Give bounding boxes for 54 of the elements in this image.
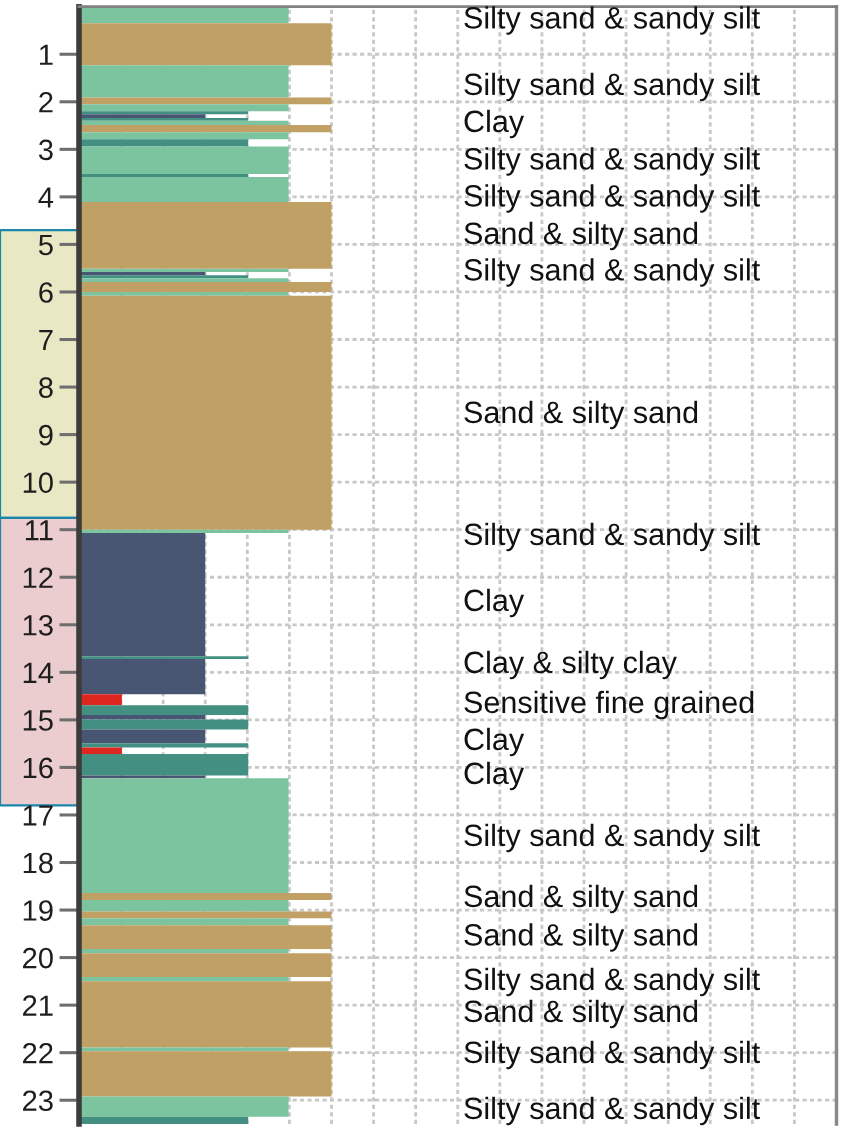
bar [79,132,289,140]
y-tick-label: 13 [23,614,53,636]
text: Sensitive fine grained [464,690,754,720]
y-tick-label: 14 [23,662,54,683]
y-tick-label: 21 [23,995,53,1016]
y-tick-label: 3 [38,139,53,161]
y-tick-label: 17 [23,805,53,826]
text: Silty sand & sandy silt [464,6,760,35]
y-tick-label: 23 [23,1090,53,1112]
text: Sand & silty sand [464,400,698,430]
bar [79,139,249,147]
text: Sand & silty sand [464,999,698,1029]
y-tick-label: 6 [39,282,53,303]
text: Silty sand & sandy silt [464,522,760,552]
text: Silty sand & sandy silt [464,1040,760,1070]
y-tick-label: 20 [23,947,53,969]
text: Clay [464,109,525,139]
y-tick-label: 15 [23,710,53,731]
text: Silty sand & sandy silt [464,147,760,176]
y-tick-label: 5 [38,234,53,256]
bar [79,892,332,901]
text: Silty sand & sandy silt [464,184,760,213]
y-tick-label: 18 [23,852,53,874]
bar [79,104,289,112]
text: Sand & silty sand [464,884,698,914]
text: Silty sand & sandy silt [464,72,760,102]
y-tick-label: 4 [38,187,54,208]
y-tick-label: 16 [23,757,53,779]
text: Silty sand & sandy silt [464,967,760,997]
text: Clay [464,588,525,618]
y-tick-label: 19 [23,900,53,921]
bar [79,911,332,919]
y-tick-label: 7 [39,330,53,351]
bar [79,120,289,126]
y-tick-label: 2 [39,91,53,113]
y-tick-label: 12 [23,567,53,588]
text: Clay & silty clay [464,650,677,680]
bar [79,1116,249,1124]
y-tick-label: 1 [40,44,53,65]
text: Silty sand & sandy silt [464,823,760,853]
bar [79,125,332,133]
bar [79,918,289,926]
text: Sand & silty sand [464,221,698,251]
y-tick-label: 10 [23,472,53,493]
text: Clay [464,727,525,757]
y-tick-label: 11 [25,520,53,541]
text: Sand & silty sand [464,923,698,952]
text: Clay [464,761,525,791]
y-tick-label: 8 [39,377,53,398]
text: Silty sand & sandy silt [464,258,760,287]
y-tick-label: 22 [23,1042,53,1064]
bar [79,747,122,755]
y-tick-label: 9 [39,424,53,446]
text: Silty sand & sandy silt [464,1096,760,1126]
